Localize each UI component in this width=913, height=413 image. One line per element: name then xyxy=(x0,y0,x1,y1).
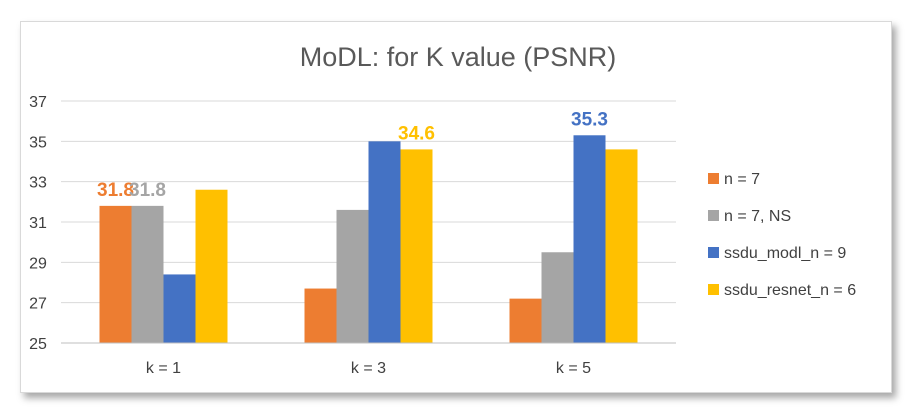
data-label: 31.8 xyxy=(129,180,166,201)
legend-label: n = 7, NS xyxy=(724,208,791,225)
bar xyxy=(195,189,228,343)
chart-card: MoDL: for K value (PSNR) 31.8 31.8 34.6 35.… xyxy=(20,21,892,393)
bar-chart: MoDL: for K value (PSNR) 31.831.8 34.6 35.… xyxy=(29,42,856,377)
bar xyxy=(336,209,369,343)
legend-swatch xyxy=(708,284,719,295)
legend-label: ssdu_resnet_n = 6 xyxy=(724,282,856,299)
y-tick-label: 37 xyxy=(29,94,47,111)
legend-swatch xyxy=(708,173,719,184)
axes: 25 27 29 31 33 35 37 k = 1 k = 3 k = 5 xyxy=(29,94,676,377)
bars xyxy=(99,135,638,343)
data-label: 35.3 xyxy=(571,109,608,130)
bar xyxy=(605,149,638,343)
legend: n = 7 n = 7, NS ssdu_modl_n = 9 ssdu_resnet… xyxy=(708,171,856,299)
bar xyxy=(573,135,606,343)
y-tick-label: 33 xyxy=(29,175,47,192)
legend-label: ssdu_modl_n = 9 xyxy=(724,245,846,262)
y-tick-label: 31 xyxy=(29,215,47,232)
bar xyxy=(304,288,337,343)
y-tick-label: 27 xyxy=(29,296,47,313)
x-tick-label: k = 5 xyxy=(556,360,591,377)
data-label: 31.8 xyxy=(97,180,134,201)
data-label: 34.6 xyxy=(398,123,435,144)
bar xyxy=(163,274,196,343)
legend-swatch xyxy=(708,210,719,221)
chart-title: MoDL: for K value (PSNR) xyxy=(300,42,617,72)
x-tick-label: k = 1 xyxy=(146,360,181,377)
y-tick-label: 25 xyxy=(29,336,47,353)
legend-label: n = 7 xyxy=(724,171,760,188)
y-tick-label: 29 xyxy=(29,255,47,272)
bar xyxy=(368,141,401,343)
bar xyxy=(400,149,433,343)
bar xyxy=(541,252,574,343)
bar xyxy=(131,205,164,343)
data-labels: 31.831.8 34.6 35.3 xyxy=(97,109,608,201)
x-tick-label: k = 3 xyxy=(351,360,386,377)
y-tick-label: 35 xyxy=(29,134,47,151)
legend-swatch xyxy=(708,247,719,258)
bar xyxy=(99,205,132,343)
bar xyxy=(509,298,542,343)
